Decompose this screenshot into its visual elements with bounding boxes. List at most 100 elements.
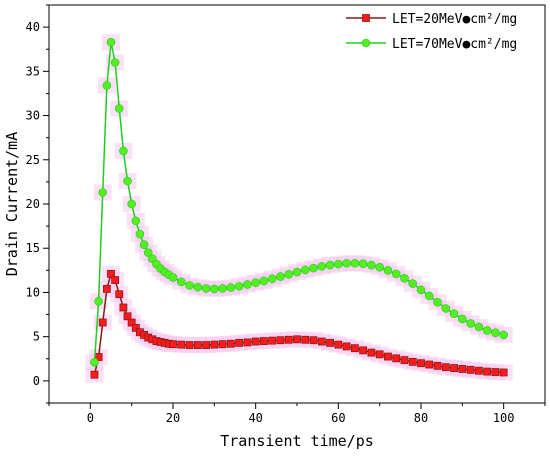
data-point (441, 363, 450, 372)
data-point (392, 354, 401, 363)
data-point (202, 341, 210, 349)
series-1 (90, 269, 508, 379)
data-point (110, 58, 120, 67)
data-point (359, 346, 368, 355)
data-point (131, 323, 140, 332)
data-point (127, 199, 136, 209)
data-point (111, 276, 120, 284)
data-point (408, 279, 418, 288)
highlight-halo-layer (85, 34, 513, 383)
y-tick-label: 25 (26, 153, 40, 167)
data-point (193, 282, 203, 292)
data-point (218, 340, 227, 349)
data-point (433, 297, 442, 307)
y-tick-label: 5 (33, 330, 40, 344)
data-point (226, 283, 236, 292)
legend-label: LET=20MeV●cm²/mg (392, 12, 517, 27)
data-point (342, 342, 351, 351)
data-point (102, 285, 111, 293)
data-point (384, 352, 392, 361)
data-point (408, 357, 417, 366)
data-point (342, 258, 351, 268)
data-point (284, 270, 294, 279)
data-point (367, 260, 376, 270)
data-point (317, 337, 326, 346)
data-point (201, 284, 211, 293)
y-tick-label: 30 (26, 109, 40, 123)
y-axis-title: Drain Current/mA (3, 132, 21, 277)
data-point (210, 284, 219, 294)
y-tick-label: 35 (26, 64, 40, 78)
x-tick-label: 80 (414, 411, 428, 425)
data-point (458, 314, 467, 324)
data-point (466, 365, 475, 374)
data-point (94, 296, 103, 306)
data-point (375, 262, 384, 272)
data-point (400, 273, 409, 283)
data-point (127, 318, 136, 327)
legend-label: LET=70MeV●cm²/mg (392, 37, 517, 52)
x-tick-label: 0 (87, 411, 94, 425)
data-point (169, 340, 177, 349)
data-point (334, 259, 343, 269)
y-tick-label: 40 (26, 20, 40, 34)
data-point (106, 37, 116, 47)
data-point (375, 350, 384, 359)
data-point (176, 277, 186, 287)
data-point (123, 176, 132, 186)
data-point (185, 341, 194, 349)
data-point (325, 260, 335, 270)
data-point (491, 368, 500, 376)
data-point (400, 356, 409, 365)
data-point (424, 291, 434, 301)
data-point (114, 104, 124, 113)
data-point (350, 344, 359, 353)
data-point (234, 281, 244, 291)
data-point (210, 340, 219, 349)
data-point (185, 281, 194, 290)
data-point (474, 366, 483, 375)
data-point (90, 370, 99, 379)
data-point (251, 337, 260, 346)
data-point (300, 265, 310, 275)
data-point (309, 263, 318, 273)
data-point (491, 328, 500, 337)
y-tick-label: 15 (26, 241, 40, 255)
legend: LET=20MeV●cm²/mg LET=70MeV●cm²/mg (346, 12, 517, 52)
data-point (90, 358, 99, 367)
data-point (193, 341, 202, 349)
data-point (260, 337, 268, 345)
data-point (123, 312, 132, 321)
data-point (276, 272, 285, 281)
data-point (301, 335, 310, 344)
data-point (276, 336, 285, 345)
data-point (107, 269, 115, 278)
data-point (243, 280, 252, 289)
data-point (259, 276, 269, 286)
data-point (450, 364, 458, 372)
data-point (417, 359, 425, 368)
data-point (218, 284, 227, 293)
data-point (466, 319, 475, 328)
data-point (358, 259, 368, 269)
data-point (433, 361, 442, 370)
data-point (474, 322, 484, 332)
data-point (391, 269, 401, 279)
data-point (168, 273, 178, 282)
data-point (449, 309, 459, 318)
data-point (425, 360, 434, 369)
data-point (119, 303, 128, 312)
data-point (235, 338, 244, 347)
data-point (458, 365, 467, 373)
data-point (482, 326, 492, 335)
y-tick-label: 10 (26, 285, 40, 299)
data-point (243, 338, 252, 347)
axis-layer: 0 20 40 60 80 100 0 5 10 15 20 25 30 35 40 (26, 4, 546, 425)
data-point (226, 339, 235, 348)
y-tick-label: 20 (26, 197, 40, 211)
legend-marker (362, 14, 370, 22)
data-point (326, 338, 334, 347)
data-point (416, 285, 426, 295)
